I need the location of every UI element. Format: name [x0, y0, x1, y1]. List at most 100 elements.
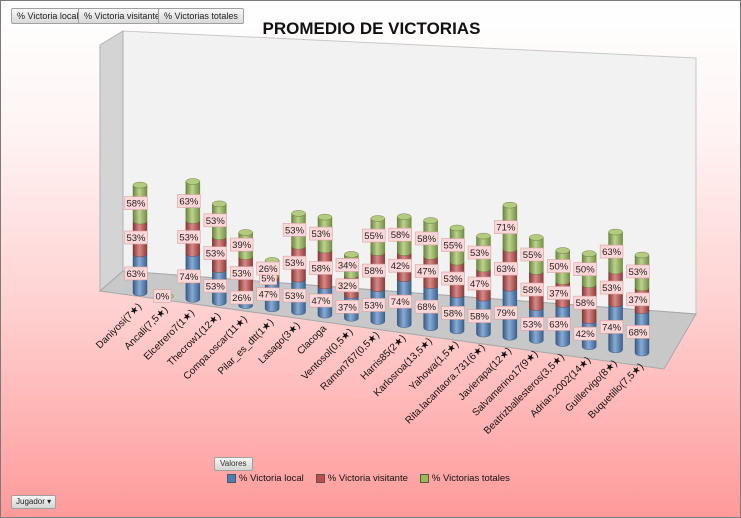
data-label-text: 74%: [391, 297, 411, 308]
field-button-victorias-totales[interactable]: % Victorias totales: [158, 8, 244, 24]
data-label: 55%: [362, 228, 386, 243]
legend-item-totales: % Victorias totales: [419, 473, 510, 484]
data-label-text: 58%: [311, 263, 331, 274]
bar-stack[interactable]: 53% 53% 53%: [203, 200, 227, 306]
data-label: 50%: [573, 262, 597, 276]
legend-swatch-visitante: [315, 474, 325, 483]
bar-cap: [132, 181, 148, 189]
data-label-text: 58%: [444, 308, 464, 319]
bar-stack[interactable]: 63% 37% 50%: [547, 247, 571, 347]
bar-stack[interactable]: 58% 47% 53%: [467, 232, 492, 338]
data-label: 58%: [388, 227, 412, 242]
data-label: 47%: [256, 287, 280, 302]
data-label-text: 53%: [311, 229, 331, 240]
bar-stack[interactable]: 63% 53% 58%: [124, 181, 148, 297]
data-label: 58%: [414, 231, 439, 246]
data-label-text: 63%: [126, 269, 146, 280]
bar-cap: [344, 251, 359, 258]
data-label-text: 68%: [417, 302, 437, 313]
legend-label-visitante: % Victoria visitante: [327, 473, 408, 484]
data-label-text: 42%: [576, 329, 596, 340]
data-label: 58%: [124, 196, 148, 210]
data-label: 53%: [282, 222, 307, 237]
data-label: 53%: [599, 280, 624, 295]
bar-cap: [185, 178, 201, 185]
data-label-text: 58%: [576, 298, 596, 309]
data-label-text: 63%: [549, 319, 569, 330]
data-label: 0%: [153, 289, 172, 303]
data-label-text: 53%: [179, 233, 199, 244]
data-label-text: 0%: [156, 292, 170, 303]
data-label: 74%: [599, 320, 624, 334]
data-label: 58%: [573, 295, 597, 310]
bar-stack[interactable]: 79% 63% 71%: [494, 201, 518, 341]
legend-swatch-local: [227, 474, 236, 483]
data-label: 53%: [203, 279, 227, 293]
data-label: 53%: [467, 245, 492, 260]
data-label-text: 53%: [602, 283, 622, 294]
bar-stack[interactable]: 68% 47% 58%: [414, 217, 439, 331]
data-label: 55%: [441, 238, 465, 252]
data-label: 68%: [414, 299, 439, 314]
bar-stack[interactable]: 53% 53% 53%: [282, 210, 307, 316]
data-label: 53%: [362, 298, 386, 312]
data-label: 58%: [520, 282, 545, 297]
data-label: 63%: [547, 317, 571, 331]
data-label: 39%: [229, 237, 254, 252]
bar-stack[interactable]: 74% 53% 63%: [177, 178, 201, 303]
data-label-text: 53%: [232, 269, 252, 280]
bar-stack[interactable]: 42% 58% 50%: [573, 250, 597, 350]
data-label: 53%: [229, 266, 254, 280]
data-label-text: 53%: [285, 258, 305, 269]
data-label: 26%: [256, 261, 280, 276]
data-label-text: 58%: [364, 266, 384, 277]
values-field-button[interactable]: Valores: [214, 457, 253, 471]
data-label-text: 47%: [417, 267, 437, 278]
bar-stack[interactable]: 58% 53% 55%: [441, 224, 465, 335]
bar-stack[interactable]: 68% 37% 53%: [626, 251, 650, 357]
data-label-text: 53%: [206, 249, 226, 260]
data-label-text: 58%: [470, 312, 490, 323]
data-label: 50%: [547, 259, 571, 273]
bar-stack[interactable]: 53% 58% 55%: [520, 234, 545, 344]
data-label: 58%: [362, 263, 386, 278]
data-label-text: 55%: [444, 241, 464, 252]
data-label: 42%: [573, 326, 597, 341]
bar-stack[interactable]: 74% 53% 63%: [599, 228, 624, 354]
data-label: 37%: [335, 299, 360, 314]
data-label: 53%: [282, 288, 307, 303]
bar-stack[interactable]: 74% 42% 58%: [388, 213, 412, 328]
data-label: 47%: [414, 264, 439, 278]
bar-stack[interactable]: 47% 5%26%: [256, 257, 280, 312]
data-label-text: 37%: [628, 295, 648, 306]
bar-stack[interactable]: 47% 58% 53%: [309, 213, 333, 319]
category-label: Javierapa(12★): [457, 346, 514, 403]
data-label: 55%: [520, 247, 545, 262]
data-label: 42%: [388, 258, 412, 273]
bar-cap: [581, 250, 597, 257]
bar-cap: [476, 232, 491, 240]
data-label-text: 63%: [496, 264, 516, 275]
data-label: 47%: [309, 293, 333, 308]
data-label: 63%: [599, 244, 624, 259]
bar-stack[interactable]: 37% 32% 34%: [335, 251, 360, 322]
data-label: 53%: [177, 230, 201, 244]
data-label: 53%: [203, 213, 227, 228]
data-label-text: 58%: [523, 285, 543, 296]
data-label-text: 63%: [602, 247, 622, 258]
data-label-text: 53%: [628, 267, 648, 278]
bar-stack[interactable]: 26% 53% 39%: [229, 229, 254, 309]
data-label: 37%: [547, 286, 571, 300]
data-label-text: 39%: [232, 240, 252, 251]
data-label-text: 53%: [444, 274, 464, 285]
data-label: 53%: [282, 255, 307, 270]
bar-cap: [370, 215, 385, 222]
data-label-text: 34%: [338, 260, 358, 271]
data-label: 53%: [203, 246, 227, 260]
bar-cap: [317, 213, 333, 221]
legend-item-visitante: % Victoria visitante: [315, 473, 408, 484]
row-field-button-jugador[interactable]: Jugador ▾: [11, 495, 57, 509]
bar-stack[interactable]: 0%: [153, 289, 174, 303]
bar-stack[interactable]: 53% 58% 55%: [362, 215, 386, 325]
